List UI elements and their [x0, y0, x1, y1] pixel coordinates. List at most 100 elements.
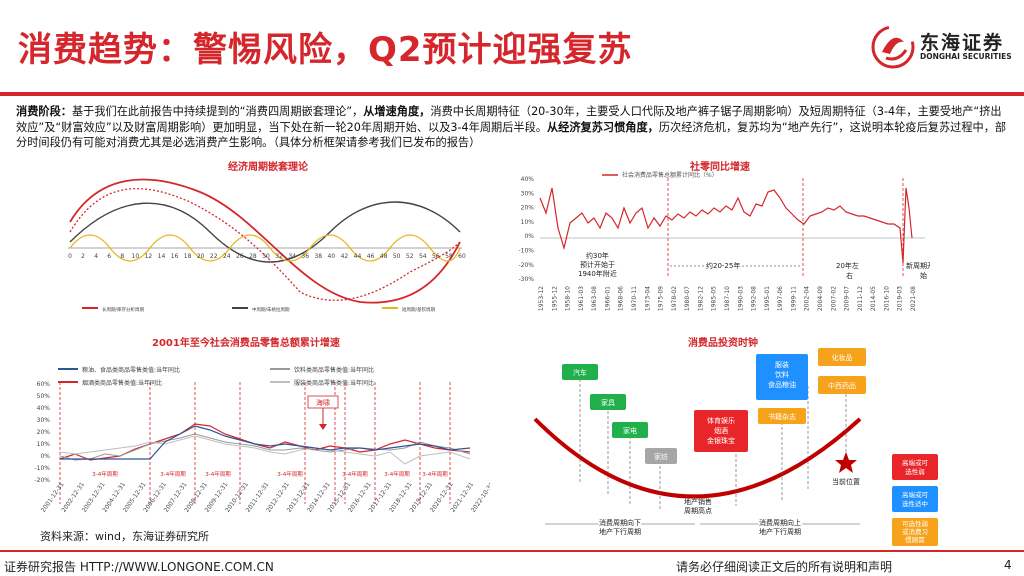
clock-current-position: 当前位置	[832, 477, 860, 486]
chart1-tick: 22	[210, 253, 218, 260]
footer-disclaimer: 请务必仔细阅读正文后的所有说明和声明	[676, 560, 893, 574]
clock-item-apparel: 服装饮料食品粮油	[768, 360, 796, 389]
chart2-xtick: 2007-02	[830, 286, 837, 311]
chart2-annot-0: 约30年	[586, 251, 609, 260]
chart2-xtick: 1995-01	[764, 286, 771, 311]
chart3-cycle-label: 3-4年周期	[422, 470, 448, 478]
chart2-xtick: 1953-12	[538, 286, 545, 311]
chart2-xtick: 1980-07	[684, 286, 691, 311]
intro-bold-2: 从经济复苏习惯角度，	[546, 120, 659, 134]
page-title: 消费趋势：警惕风险，Q2预计迎强复苏	[18, 30, 633, 70]
chart2-ytick: 20%	[521, 205, 535, 212]
chart2-annot-3: 约20-25年	[706, 261, 740, 270]
chart3-ytick: 60%	[37, 381, 51, 388]
header-divider	[0, 92, 1024, 96]
chart1-tick: 50	[393, 253, 401, 260]
chart2-xtick: 1992-08	[751, 286, 758, 311]
chart2-xtick: 1973-04	[644, 286, 651, 311]
chart2-xtick: 2016-10	[883, 286, 890, 311]
chart3-cycle-label: 3-4年周期	[342, 470, 368, 478]
chart1-tick: 30	[262, 253, 270, 260]
chart1-tick: 46	[367, 253, 375, 260]
chart2-legend: 社会消费品零售总额累计同比（%）	[622, 171, 718, 179]
intro-paragraph: 消费阶段：基于我们在此前报告中持续提到的“消费四周期嵌套理论”，从增速角度，消费…	[16, 104, 1011, 151]
chart1-tick: 14	[158, 253, 166, 260]
chart1-tick: 16	[171, 253, 179, 260]
chart3-cycle-label: 3-4年周期	[384, 470, 410, 478]
retail-yoy-chart: 社会消费品零售总额累计同比（%） 40% 30% 20% 10% 0% -10% -20% -…	[518, 171, 930, 311]
chart2-xtick: 1982-12	[697, 286, 704, 311]
chart3-cycle-label: 3-4年周期	[205, 470, 231, 478]
clock-item-cosmetics: 化妆品	[832, 353, 853, 362]
investment-clock: 汽车 家具 家电 家纺 体育娱乐烟酒金银珠宝 书籍杂志 服装饮料食品粮油 化妆品…	[533, 348, 938, 546]
chart1-tick: 2	[81, 253, 85, 260]
chart2-xtick: 1955-12	[551, 286, 558, 311]
chart3-legend-0: 粮油、食品类商品零售类值:当年同比	[82, 366, 180, 374]
chart2-xtick: 1987-10	[724, 286, 731, 311]
chart2-xtick: 1966-01	[604, 286, 611, 311]
clock-item-books: 书籍杂志	[768, 412, 796, 421]
chart1-tick: 26	[236, 253, 244, 260]
chart1-tick: 42	[341, 253, 349, 260]
chart2-xtick: 1970-11	[631, 286, 638, 311]
chart1-tick: 4	[94, 253, 98, 260]
chart1-tick: 18	[184, 253, 192, 260]
chart3-ytick: 20%	[37, 429, 51, 436]
chart3-ytick: 10%	[37, 441, 51, 448]
footer-divider	[0, 550, 1024, 552]
chart4-title: 消费品投资时钟	[688, 338, 758, 349]
clock-item-furniture: 家具	[601, 398, 615, 407]
chart1-legend-0: 长周期/库存分析周期	[102, 306, 145, 313]
intro-text-3: 历次经济危机，复苏均为“地产先行”，这说明本轮疫后复苏过程中，部分时间段仍有可能…	[16, 120, 1007, 150]
intro-heading: 消费阶段：	[16, 105, 72, 118]
chart1-title: 经济周期嵌套理论	[228, 162, 308, 173]
chart1-tick: 8	[120, 253, 124, 260]
chart2-xtick: 1961-03	[578, 286, 585, 311]
clock-label-down: 消费周期向下地产下行周期	[599, 518, 641, 536]
chart1-tick: 28	[249, 253, 257, 260]
chart2-annot-5: 右	[846, 271, 853, 280]
chart2-xtick: 1958-10	[565, 286, 572, 311]
chart2-xtick: 1997-06	[777, 286, 784, 311]
chart3-legend-2: 烟酒类商品零售类值:当年同比	[82, 379, 162, 387]
chart3-ytick: 40%	[37, 405, 51, 412]
chart2-xtick: 2011-12	[857, 286, 864, 311]
intro-text-1: 基于我们在此前报告中持续提到的“消费四周期嵌套理论”，	[71, 105, 364, 118]
logo-text-cn: 东海证券	[920, 32, 1005, 54]
page-footer: 证券研究报告 HTTP://WWW.LONGONE.COM.CN 请务必仔细阅读…	[0, 550, 1024, 576]
chart3-legend-1: 饮料类商品零售类值:当年同比	[294, 366, 374, 374]
chart2-ytick: 0%	[524, 233, 534, 240]
chart2-xtick: 1968-06	[618, 286, 625, 311]
chart2-ytick: 10%	[521, 219, 535, 226]
chart2-xtick: 1975-09	[658, 286, 665, 311]
chart1-tick: 40	[328, 253, 336, 260]
chart2-annot-4: 20年左	[836, 261, 859, 270]
chart2-xtick: 2019-03	[897, 286, 904, 311]
clock-item-entertainment: 体育娱乐烟酒金银珠宝	[707, 416, 735, 445]
chart2-xtick: 2004-09	[817, 286, 824, 311]
chart2-xtick: 2014-05	[870, 286, 877, 311]
chart3-ytick: -10%	[34, 465, 50, 472]
clock-legend-blue: 高端或可选性适中	[902, 490, 929, 508]
chart1-legend-2: 短周期/基钦周期	[402, 306, 436, 313]
chart2-ytick: 30%	[521, 190, 535, 197]
chart2-xtick: 2009-07	[844, 286, 851, 311]
chart1-tick: 38	[314, 253, 322, 260]
chart3-legend-3: 服装类商品零售类值:当年同比	[294, 379, 374, 387]
chart2-ytick: -20%	[518, 262, 534, 269]
chart1-tick: 10	[132, 253, 140, 260]
chart3-ytick: 30%	[37, 417, 51, 424]
category-growth-chart: 粮油、食品类商品零售类值:当年同比 饮料类商品零售类值:当年同比 烟酒类商品零售…	[34, 366, 490, 514]
chart3-ytick: 50%	[37, 393, 51, 400]
chart1-tick: 6	[107, 253, 111, 260]
chart2-ytick: -30%	[518, 276, 534, 283]
chart1-tick: 44	[354, 253, 362, 260]
clock-item-car: 汽车	[573, 368, 587, 377]
chart2-annot-1: 预计开始于	[580, 260, 615, 269]
chart2-xtick: 1978-02	[671, 286, 678, 311]
source-note: 资料来源：wind，东海证券研究所	[40, 530, 210, 543]
chart2-xtick: 1999-11	[790, 286, 797, 311]
chart2-annot-2: 1940年附近	[578, 269, 617, 278]
chart1-tick: 32	[275, 253, 283, 260]
logo-icon	[871, 25, 915, 69]
